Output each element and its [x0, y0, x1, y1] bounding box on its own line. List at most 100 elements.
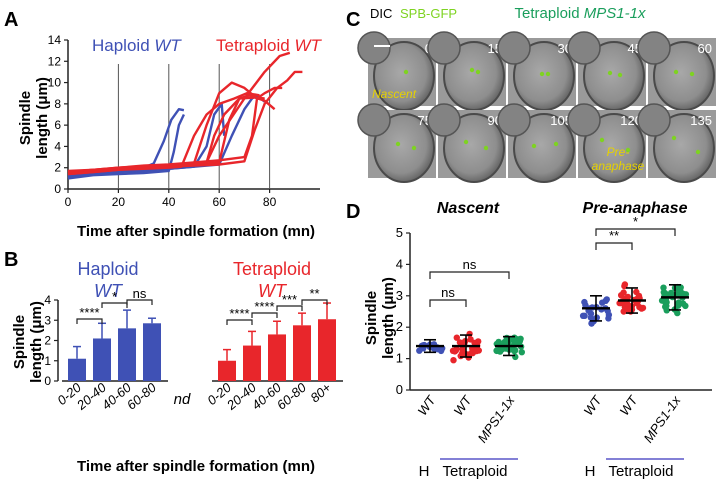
panel-d-data-point: [624, 306, 631, 313]
panel-d-y-tick-label: 4: [396, 256, 403, 271]
panel-d-data-point: [416, 347, 423, 354]
panel-a-traces: [67, 51, 303, 180]
spb-spot: [475, 69, 481, 75]
panel-b-sig-tetraploid-3: [276, 305, 303, 311]
panel-d-data-point: [457, 352, 464, 360]
panel-b-bar-tetraploid: [293, 325, 311, 381]
panel-d-group-h-1: H: [419, 463, 430, 480]
panel-d-data-point: [437, 347, 445, 355]
panel-d-data-point: [675, 299, 682, 306]
timelapse-note-pre: Pre-: [607, 145, 630, 159]
panel-a-trace-tetraploid: [67, 96, 265, 174]
cell-outline: [583, 113, 645, 183]
neighbor-cell: [567, 103, 601, 137]
panel-d-group-h-2: H: [585, 463, 596, 480]
panel-d-data-point: [516, 337, 524, 344]
panel-b-x-tick-label: 60-80: [274, 379, 310, 412]
panel-d-data-point: [453, 334, 460, 341]
panel-a-x-tick-label: 20: [112, 195, 126, 209]
panel-d-y-tick-label: 1: [396, 351, 403, 366]
panel-d-data-point: [518, 349, 525, 356]
timelapse-time-label: 135: [690, 113, 712, 128]
panel-a-ylabel-line2: length (μm): [34, 77, 51, 159]
neighbor-cell: [567, 31, 601, 65]
panel-b-sig-tetraploid-1-label: ****: [229, 306, 249, 321]
panel-d-data-point: [581, 312, 588, 319]
panel-b-title-tetraploid-wt: WT: [258, 281, 288, 301]
panel-d-data-point: [660, 284, 667, 291]
spb-spot: [617, 72, 623, 78]
panel-a-y-tick-label: 0: [54, 182, 61, 196]
panel-b-bar-haploid: [93, 338, 111, 381]
panel-b-sig-tetraploid-1: [226, 319, 253, 325]
panel-d-letter: D: [346, 201, 360, 223]
panel-d-sig-nascent-1-label: ns: [441, 285, 455, 300]
panel-d-x-tick-label: MPS1-1x: [641, 393, 684, 446]
panel-d-data-point: [599, 299, 606, 306]
spb-spot: [607, 70, 613, 76]
panel-a-y-tick-label: 8: [54, 97, 61, 111]
spb-spot: [689, 71, 695, 77]
panel-d-data-point: [620, 289, 627, 296]
spb-spot: [463, 139, 469, 145]
timelapse-tile: 105: [497, 103, 576, 183]
panel-d-title-preanaphase: Pre-anaphase: [583, 200, 688, 217]
spb-spot: [671, 135, 677, 141]
panel-d-x-tick-label: WT: [415, 392, 439, 418]
panel-d-data-point: [459, 346, 466, 353]
panel-b-sig-haploid-1: [76, 318, 103, 324]
panel-a-y-tick-label: 10: [48, 76, 62, 90]
timelapse-tile: 90: [427, 103, 506, 183]
panel-b-y-tick-label: 1: [44, 354, 51, 368]
timelapse-tile: 30: [497, 31, 576, 111]
panel-a-trace-tetraploid: [67, 51, 291, 176]
timelapse-tile: 0Nascent: [357, 31, 436, 111]
panel-b-y-tick-label: 3: [44, 313, 51, 327]
spb-spot: [395, 141, 401, 147]
spb-spot: [411, 145, 417, 151]
panel-a-y-tick-label: 4: [54, 139, 61, 153]
spb-spot: [673, 69, 679, 75]
panel-d-data-point: [679, 290, 687, 297]
spb-spot: [553, 141, 559, 147]
panel-d-x-tick-label: WT: [581, 392, 605, 418]
panel-d-x-tick-label: WT: [617, 392, 641, 418]
timelapse-note-nascent: Nascent: [372, 87, 417, 101]
spb-spot: [625, 147, 631, 153]
panel-c-title: Tetraploid MPS1-1x: [515, 5, 646, 22]
panel-b-nd-label: nd: [174, 391, 191, 408]
panel-d-data-point: [511, 347, 518, 355]
cell-outline: [373, 113, 435, 183]
panel-d-data-point: [512, 353, 519, 361]
panel-d-data-point: [450, 357, 457, 364]
panel-a-xlabel: Time after spindle formation (mn): [77, 223, 315, 240]
panel-c-letter: C: [346, 9, 360, 31]
panel-d-data-point: [639, 304, 647, 312]
panel-d-data-point: [624, 300, 631, 307]
panel-d-x-tick-label: WT: [451, 392, 475, 418]
panel-d-sig-nascent-2: [429, 271, 510, 279]
panel-b-y-tick-label: 0: [44, 374, 51, 388]
panel-a-y-tick-label: 2: [54, 161, 61, 175]
panel-d-ylabel-line1: Spindle: [363, 291, 380, 345]
panel-d-group-tetraploid-1: Tetraploid: [442, 463, 507, 480]
neighbor-cell: [357, 31, 391, 65]
panel-b: B Spindle length (μm) Haploid WT Tetrapl…: [4, 249, 343, 475]
panel-d-data-point: [674, 309, 681, 317]
panel-c-dic-label: DIC: [370, 6, 392, 21]
legend-haploid: Haploid WT: [92, 36, 182, 55]
panel-d-sig-preanaphase-2-label: *: [633, 214, 638, 229]
neighbor-cell: [497, 103, 531, 137]
panel-b-sig-tetraploid-3-label: ***: [282, 292, 297, 307]
panel-b-sig-haploid-3-label: ns: [133, 286, 147, 301]
panel-b-bar-tetraploid: [268, 334, 286, 381]
panel-b-bar-tetraploid: [218, 360, 236, 381]
neighbor-cell: [637, 31, 671, 65]
panel-d-data-point: [451, 348, 458, 355]
panel-d-group-tetraploid-2: Tetraploid: [608, 463, 673, 480]
timelapse-time-label: 60: [698, 41, 712, 56]
timelapse-tile: 45: [567, 31, 646, 111]
panel-d-title-nascent: Nascent: [437, 200, 500, 217]
